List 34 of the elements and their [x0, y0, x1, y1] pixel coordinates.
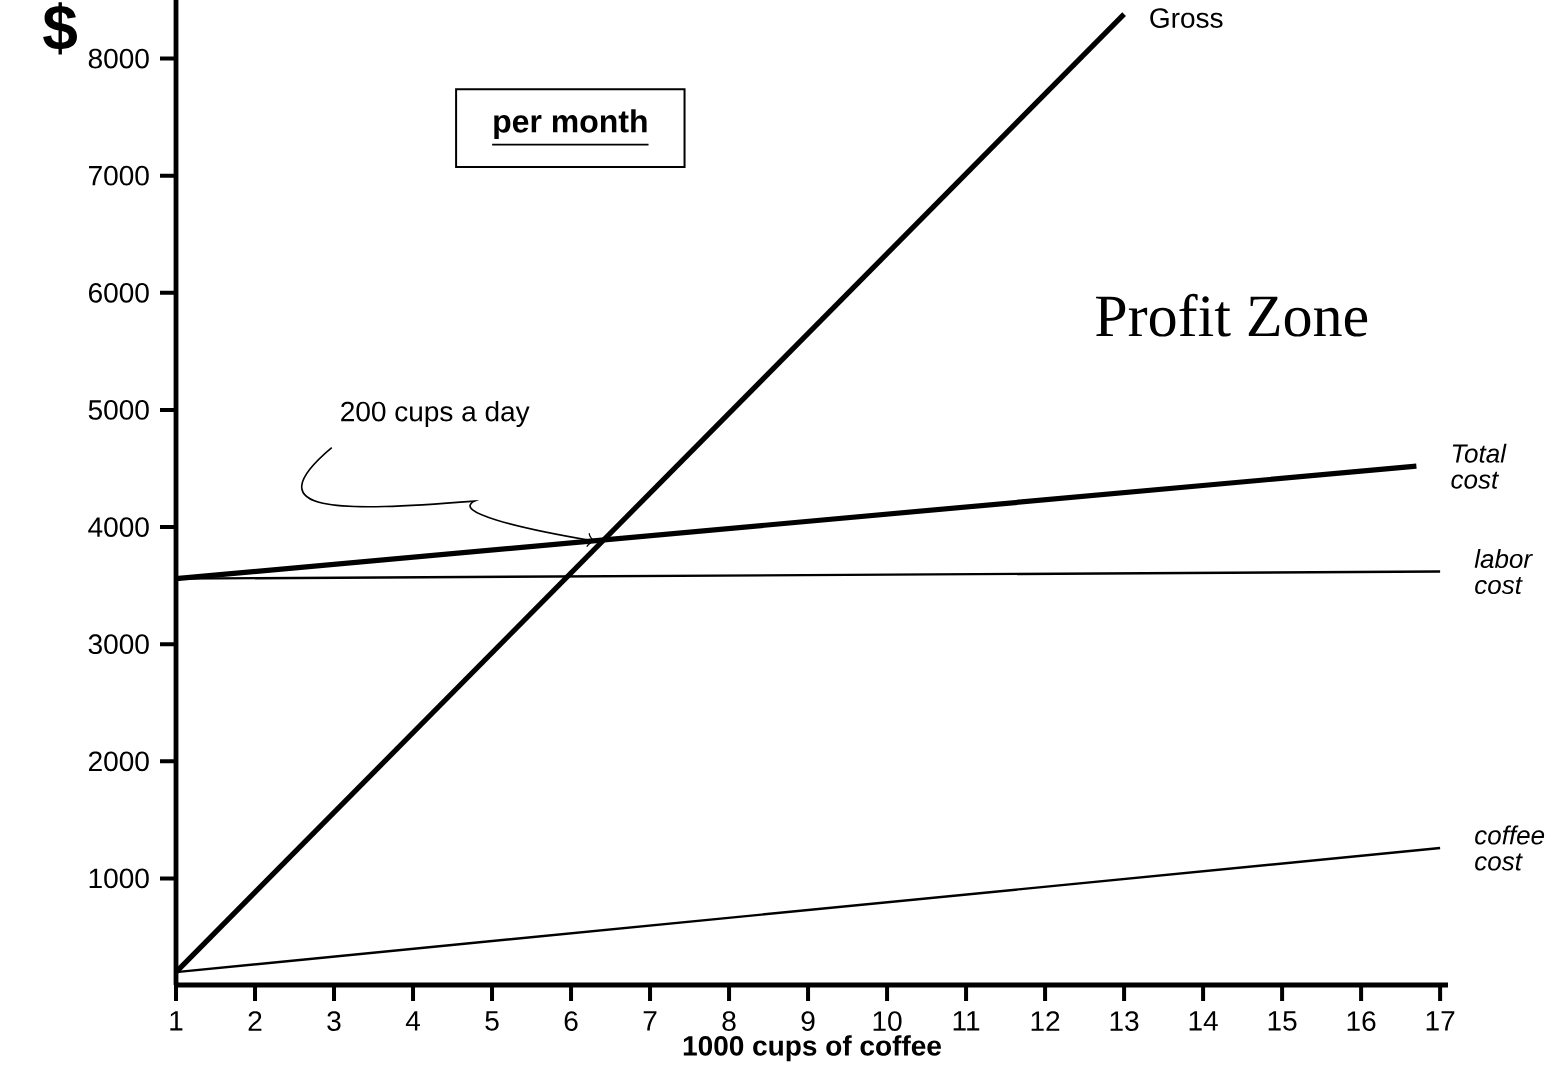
series-label: Total cost	[1451, 443, 1507, 489]
y-tick-label: 4000	[88, 517, 149, 537]
y-tick-label: 8000	[88, 48, 149, 69]
annotation: Profit Zone	[1096, 293, 1368, 337]
y-axis-title: $	[43, 2, 77, 55]
y-tick-label: 7000	[89, 165, 149, 186]
annotation: 200 cups a day	[341, 400, 530, 428]
x-tick-label: 10	[873, 1011, 902, 1031]
x-tick-label: 6	[564, 1011, 578, 1031]
x-tick-label: 15	[1268, 1011, 1297, 1031]
x-tick-label: 5	[485, 1011, 499, 1031]
x-axis-title: 1000 cups of coffee	[683, 1035, 941, 1062]
x-tick-label: 14	[1189, 1011, 1218, 1031]
y-tick-label: 5000	[88, 400, 149, 420]
x-tick-label: 3	[327, 1011, 341, 1031]
series-label: coffee cost	[1475, 825, 1545, 871]
y-tick-label: 1000	[89, 868, 149, 889]
y-tick-label: 6000	[89, 282, 149, 303]
x-tick-label: 16	[1347, 1011, 1376, 1031]
y-tick-label: 2000	[88, 751, 149, 772]
series-label: labor cost	[1474, 549, 1533, 595]
x-tick-label: 1	[170, 1011, 183, 1031]
annotation: per month	[494, 109, 647, 139]
x-tick-label: 9	[801, 1011, 815, 1031]
x-tick-label: 13	[1110, 1011, 1139, 1031]
x-tick-label: 8	[722, 1011, 736, 1031]
x-tick-label: 11	[953, 1011, 980, 1031]
x-tick-label: 12	[1031, 1011, 1060, 1031]
x-tick-label: 7	[643, 1011, 657, 1031]
x-tick-label: 2	[248, 1011, 262, 1031]
x-tick-label: 17	[1426, 1011, 1455, 1031]
x-tick-label: 4	[405, 1011, 420, 1031]
series-label: Gross	[1150, 8, 1223, 28]
y-tick-label: 3000	[88, 634, 149, 655]
